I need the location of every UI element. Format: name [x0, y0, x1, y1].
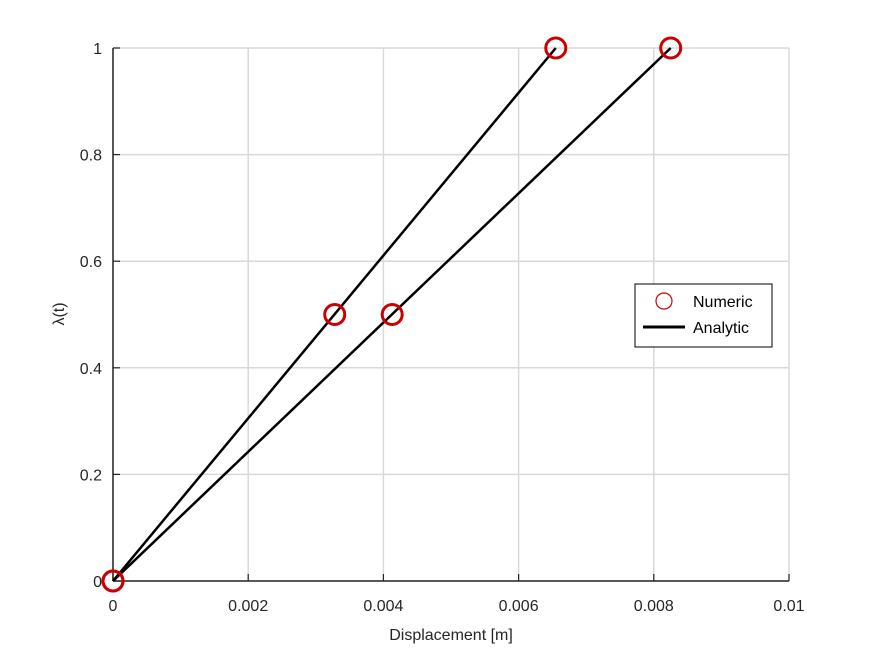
series-layer: [101, 36, 683, 593]
y-axis-label: λ(t): [51, 302, 68, 325]
y-tick-label: 1: [93, 41, 102, 58]
y-tick-label: 0.6: [80, 254, 102, 271]
numeric-point: [101, 569, 125, 593]
axes: [112, 47, 790, 582]
numeric-point: [544, 36, 568, 60]
y-tick-label: 0: [93, 574, 102, 591]
y-tick-label: 0.2: [80, 467, 102, 484]
analytic-line: [112, 47, 672, 582]
numeric-point: [659, 36, 683, 60]
x-tick-label: 0.004: [363, 598, 403, 615]
x-axis-label: Displacement [m]: [389, 627, 513, 644]
legend-analytic-label: Analytic: [693, 320, 749, 337]
legend-box: [634, 283, 773, 348]
x-tick-label: 0.002: [228, 598, 268, 615]
analytic-line: [112, 47, 557, 582]
legend-numeric-marker: [655, 292, 673, 310]
x-tick-label: 0.008: [634, 598, 674, 615]
numeric-point: [380, 303, 404, 326]
legend: Numeric Analytic: [634, 283, 773, 348]
legend-numeric-label: Numeric: [693, 294, 753, 311]
x-tick-label: 0.006: [499, 598, 539, 615]
y-tick-label: 0.8: [80, 148, 102, 165]
y-tick-label: 0.4: [80, 361, 102, 378]
x-tick-label: 0: [109, 598, 118, 615]
numeric-point: [323, 303, 347, 326]
x-tick-label: 0.01: [773, 598, 804, 615]
tick-labels: 0 0.002 0.004 0.006 0.008 0.01 0 0.2 0.4 0.6 0.8 1: [80, 41, 805, 615]
